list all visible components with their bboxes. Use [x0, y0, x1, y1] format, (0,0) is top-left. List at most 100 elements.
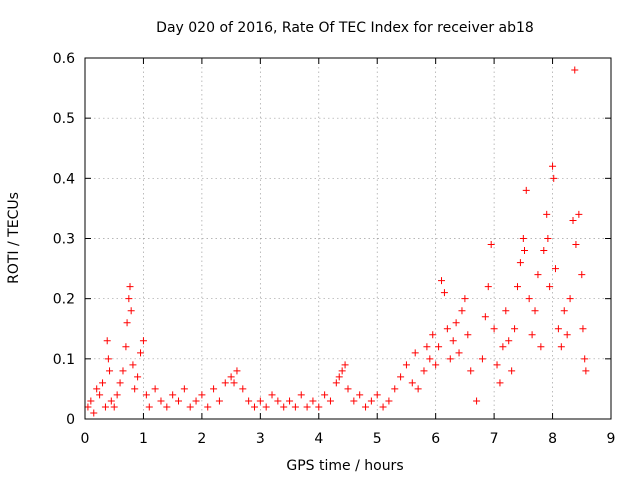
data-point [534, 271, 542, 279]
data-point [473, 397, 481, 405]
y-tick-labels: 0 0.1 0.2 0.3 0.4 0.5 0.6 [53, 51, 75, 428]
data-point [546, 283, 554, 291]
data-point [104, 355, 112, 363]
data-point [256, 397, 264, 405]
data-point [119, 367, 127, 375]
data-point [96, 391, 104, 399]
data-point [274, 397, 282, 405]
data-point [291, 403, 299, 411]
data-point [344, 385, 352, 393]
x-tick-label: 4 [314, 431, 323, 447]
data-point [420, 367, 428, 375]
data-point [210, 385, 218, 393]
data-point [575, 210, 583, 218]
x-tick-label: 1 [139, 431, 148, 447]
data-point [569, 216, 577, 224]
data-point [186, 403, 194, 411]
grid [85, 58, 611, 419]
data-point [566, 295, 574, 303]
data-point [122, 343, 130, 351]
data-point [408, 379, 416, 387]
chart-title: Day 020 of 2016, Rate Of TEC Index for r… [156, 20, 534, 36]
data-point [505, 337, 513, 345]
data-point [385, 397, 393, 405]
data-point [446, 355, 454, 363]
data-markers [84, 66, 590, 417]
data-point [411, 349, 419, 357]
data-point [321, 391, 329, 399]
data-point [180, 385, 188, 393]
data-point [341, 361, 349, 369]
data-point [516, 259, 524, 267]
data-point [90, 409, 98, 417]
data-point [525, 295, 533, 303]
data-point [511, 325, 519, 333]
data-point [519, 235, 527, 242]
data-point [467, 367, 475, 375]
data-point [458, 307, 466, 315]
data-point [145, 403, 153, 411]
data-point [478, 355, 486, 363]
data-point [582, 367, 590, 375]
data-point [367, 397, 375, 405]
axis-ticks [84, 57, 612, 420]
data-point [502, 307, 510, 315]
data-point [262, 403, 270, 411]
data-point [578, 271, 586, 279]
data-point [230, 379, 238, 387]
x-tick-label: 2 [197, 431, 206, 447]
x-tick-label: 9 [607, 431, 616, 447]
data-point [563, 331, 571, 339]
data-point [163, 403, 171, 411]
data-point [493, 361, 501, 369]
y-axis-label: ROTI / TECUs [6, 192, 22, 284]
data-point [508, 367, 516, 375]
y-tick-label: 0.6 [53, 51, 75, 67]
data-point [391, 385, 399, 393]
data-point [215, 397, 223, 405]
data-point [309, 397, 317, 405]
data-point [87, 397, 95, 405]
data-point [571, 66, 579, 74]
data-point [438, 277, 446, 285]
data-point [379, 403, 387, 411]
data-point [540, 247, 548, 255]
data-point [397, 373, 405, 381]
data-point [134, 373, 142, 381]
data-point [332, 379, 340, 387]
data-point [550, 174, 558, 182]
data-point [557, 343, 565, 351]
data-point [423, 343, 431, 351]
data-point [414, 385, 422, 393]
x-tick-label: 7 [490, 431, 499, 447]
data-point [429, 331, 437, 339]
data-point [544, 235, 552, 242]
data-point [204, 403, 212, 411]
data-point [513, 283, 521, 291]
data-point [521, 247, 529, 255]
data-point [93, 385, 101, 393]
data-point [286, 397, 294, 405]
data-point [402, 361, 410, 369]
data-point [435, 343, 443, 351]
data-point [303, 403, 311, 411]
data-point [543, 210, 551, 218]
data-point [335, 373, 343, 381]
data-point [572, 241, 580, 249]
data-point [549, 162, 557, 170]
data-point [362, 403, 370, 411]
x-tick-label: 5 [373, 431, 382, 447]
data-point [280, 403, 288, 411]
data-point [499, 343, 507, 351]
data-point [528, 331, 536, 339]
data-point [126, 283, 134, 291]
data-point [245, 397, 253, 405]
x-tick-labels: 0 1 2 3 4 5 6 7 8 9 [81, 431, 616, 447]
data-point [227, 373, 235, 381]
data-point [110, 403, 118, 411]
data-point [84, 403, 92, 411]
data-point [315, 403, 323, 411]
data-point [157, 397, 165, 405]
data-point [131, 385, 139, 393]
data-point [101, 403, 109, 411]
